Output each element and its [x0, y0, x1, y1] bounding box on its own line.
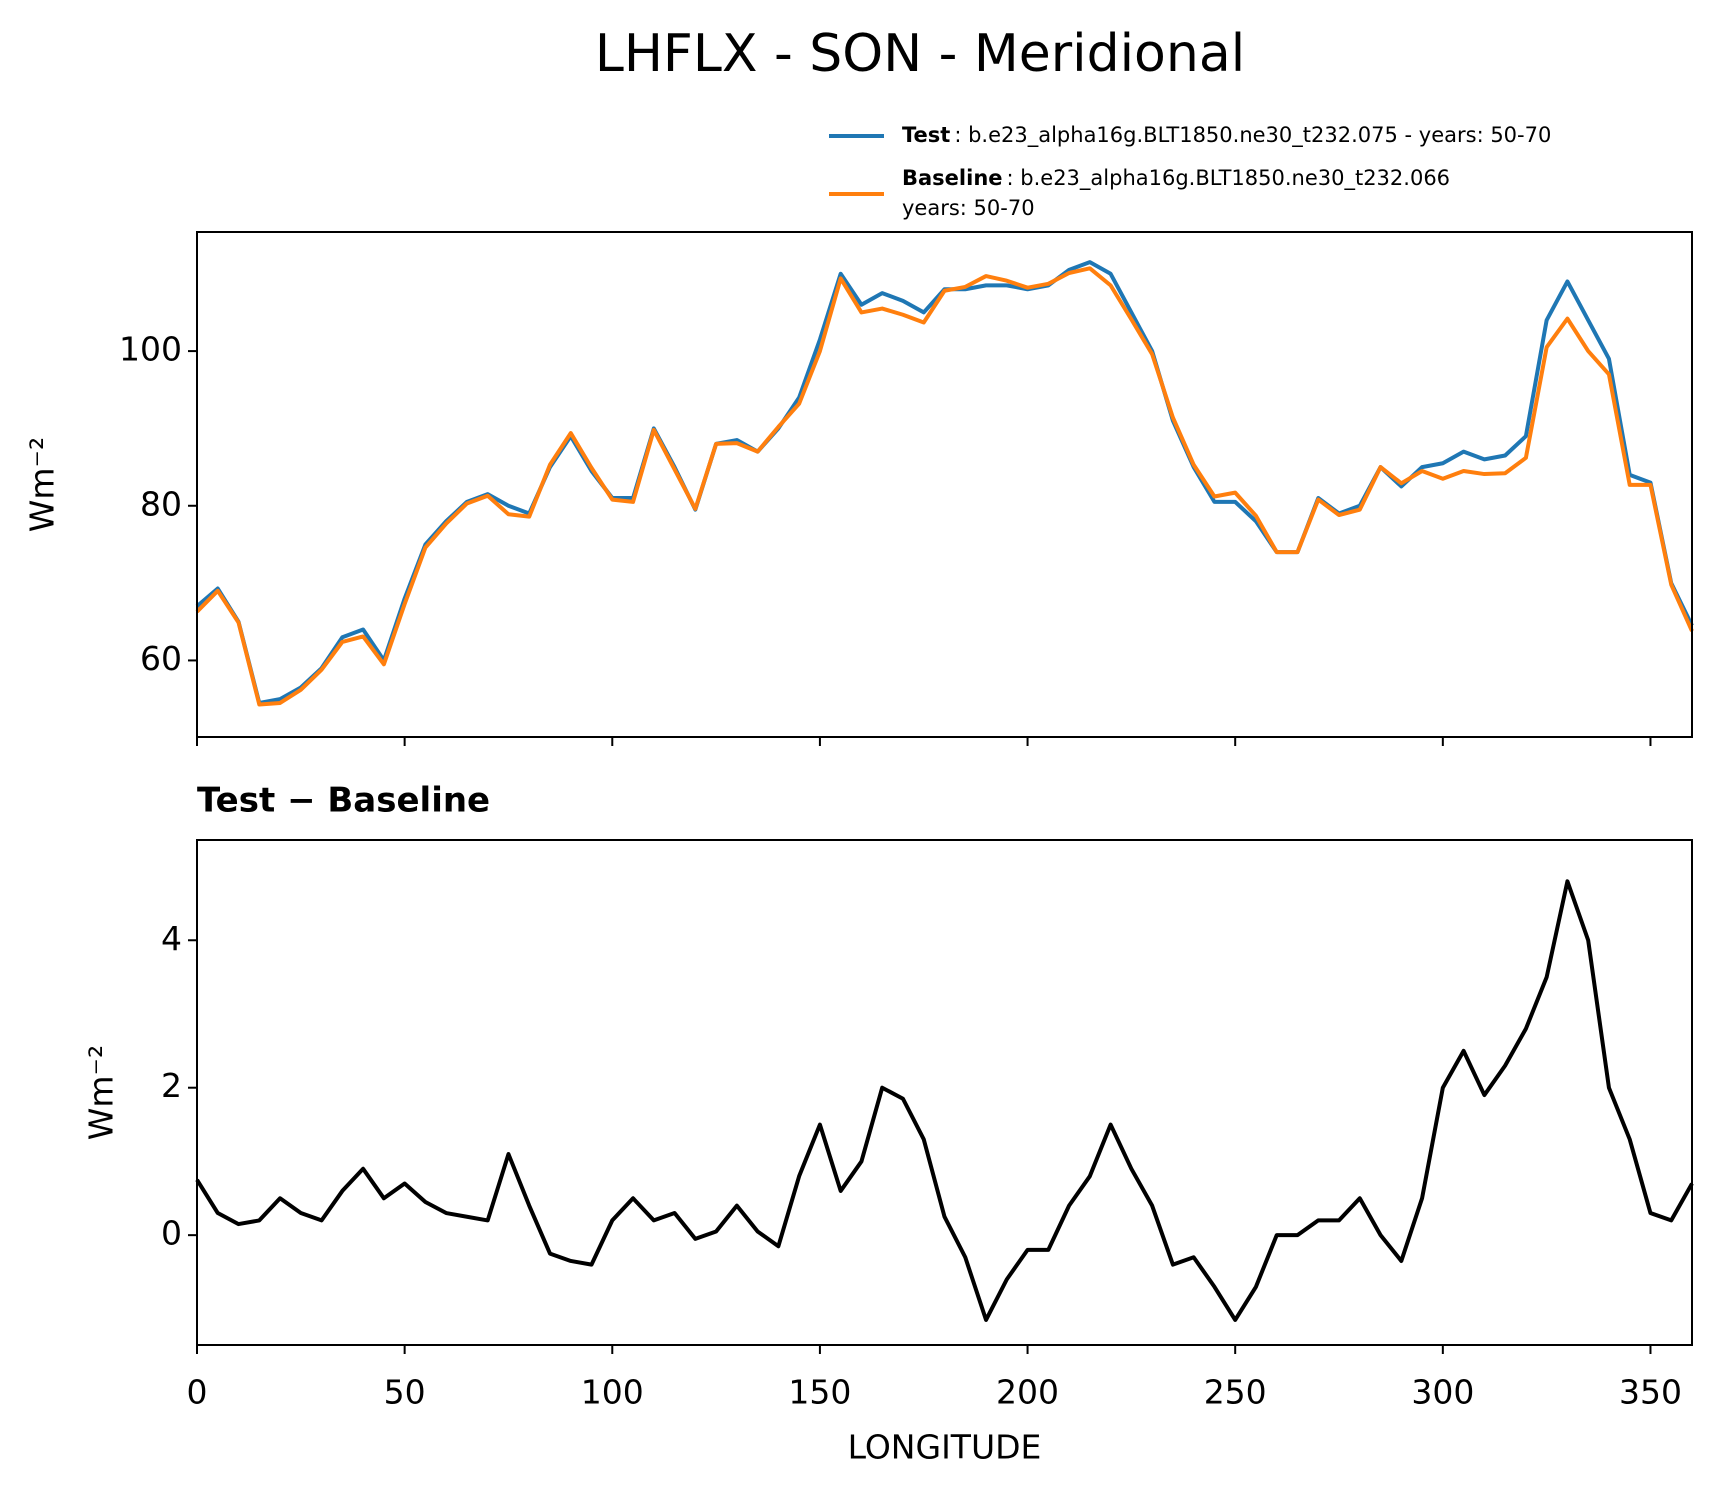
- axes-frame: [196, 839, 1693, 1346]
- chart-title: LHFLX - SON - Meridional: [595, 24, 1245, 84]
- axes-frame: [196, 231, 1693, 738]
- x-tick-label: 150: [788, 1373, 851, 1412]
- y-tick-label: 100: [119, 330, 182, 369]
- legend-name: Baseline: [902, 166, 1003, 190]
- legend-description: years: 50-70: [902, 196, 1035, 220]
- y-tick-label: 2: [161, 1066, 182, 1105]
- x-tick-label: 0: [187, 1373, 208, 1412]
- x-tick-label: 350: [1619, 1373, 1682, 1412]
- y-axis-label: Wm⁻²: [23, 437, 62, 532]
- y-tick-label: 4: [161, 919, 182, 958]
- legend-description: : b.e23_alpha16g.BLT1850.ne30_t232.066: [1007, 166, 1451, 191]
- y-tick-label: 60: [140, 639, 182, 678]
- x-axis-label: LONGITUDE: [848, 1428, 1042, 1467]
- legend-description: : b.e23_alpha16g.BLT1850.ne30_t232.075 -…: [954, 123, 1551, 148]
- legend-name: Test: [902, 123, 950, 147]
- data-line: [195, 266, 1694, 707]
- x-tick-label: 300: [1411, 1373, 1474, 1412]
- y-tick-label: 80: [140, 484, 182, 523]
- legend-label: Test: b.e23_alpha16g.BLT1850.ne30_t232.0…: [902, 123, 1551, 148]
- data-line: [195, 260, 1694, 705]
- x-tick-label: 50: [384, 1373, 426, 1412]
- x-tick-label: 100: [581, 1373, 644, 1412]
- x-tick-label: 250: [1204, 1373, 1267, 1412]
- legend-label: Baseline: b.e23_alpha16g.BLT1850.ne30_t2…: [902, 166, 1450, 191]
- y-tick-label: 0: [161, 1214, 182, 1253]
- data-line: [195, 879, 1694, 1322]
- y-axis-label: Wm⁻²: [82, 1045, 121, 1140]
- x-tick-label: 200: [996, 1373, 1059, 1412]
- subtitle: Test − Baseline: [197, 781, 490, 821]
